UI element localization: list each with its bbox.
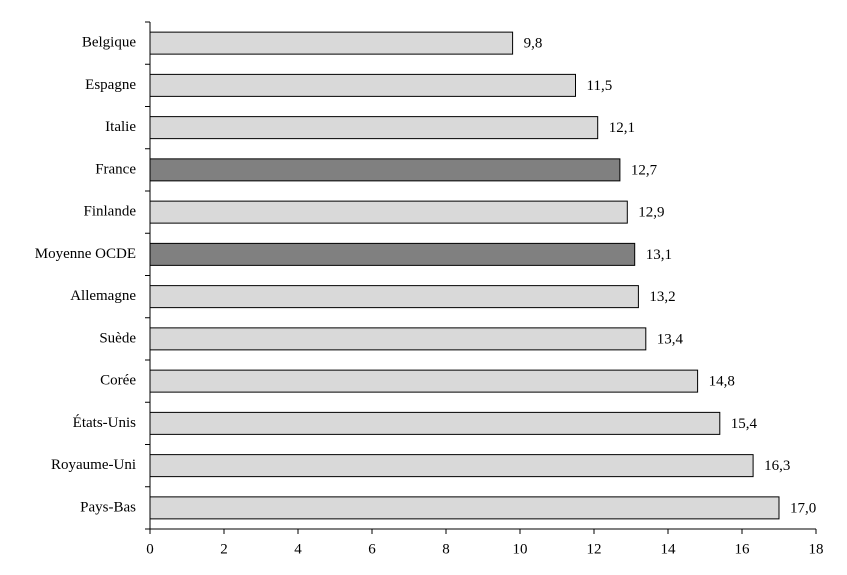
x-tick-label: 14 [661, 541, 677, 557]
x-tick-label: 6 [368, 541, 376, 557]
value-label: 15,4 [731, 416, 758, 432]
bar [149, 369, 699, 393]
y-tick-label: Pays-Bas [80, 499, 136, 515]
x-tick-label: 10 [513, 541, 528, 557]
x-tick-label: 16 [735, 541, 751, 557]
y-tick-label: Finlande [84, 204, 137, 220]
value-label: 13,2 [649, 289, 675, 305]
value-label: 13,1 [646, 247, 672, 263]
value-label: 17,0 [790, 500, 816, 516]
y-tick-label: Espagne [85, 77, 136, 93]
bar [149, 454, 754, 478]
bar [149, 285, 639, 309]
bar [149, 158, 621, 182]
value-label: 12,1 [609, 120, 635, 136]
bar [149, 116, 599, 140]
value-label: 11,5 [587, 78, 613, 94]
bar [149, 411, 721, 435]
bar [149, 200, 628, 224]
value-label: 16,3 [764, 458, 790, 474]
y-tick-label: Moyenne OCDE [35, 246, 136, 262]
y-tick-label: États-Unis [73, 414, 136, 431]
bar [149, 31, 514, 55]
bar [149, 496, 780, 520]
y-tick-label: Royaume-Uni [51, 457, 136, 473]
x-tick-label: 0 [146, 541, 154, 557]
x-tick-label: 12 [587, 541, 602, 557]
x-tick-label: 8 [442, 541, 450, 557]
x-tick-label: 4 [294, 541, 302, 557]
y-tick-label: Allemagne [70, 288, 136, 304]
value-label: 12,9 [638, 205, 664, 221]
bar [149, 73, 576, 97]
bar [149, 242, 636, 266]
value-label: 13,4 [657, 331, 684, 347]
y-tick-label: Suède [99, 330, 136, 346]
value-label: 9,8 [524, 36, 543, 52]
y-tick-label: Corée [100, 373, 136, 389]
x-tick-label: 18 [809, 541, 824, 557]
bar [149, 327, 647, 351]
y-tick-label: Belgique [82, 35, 136, 51]
y-tick-label: Italie [105, 119, 136, 135]
y-tick-label: France [95, 161, 136, 177]
value-label: 12,7 [631, 162, 658, 178]
x-tick-label: 2 [220, 541, 228, 557]
value-label: 14,8 [709, 374, 735, 390]
